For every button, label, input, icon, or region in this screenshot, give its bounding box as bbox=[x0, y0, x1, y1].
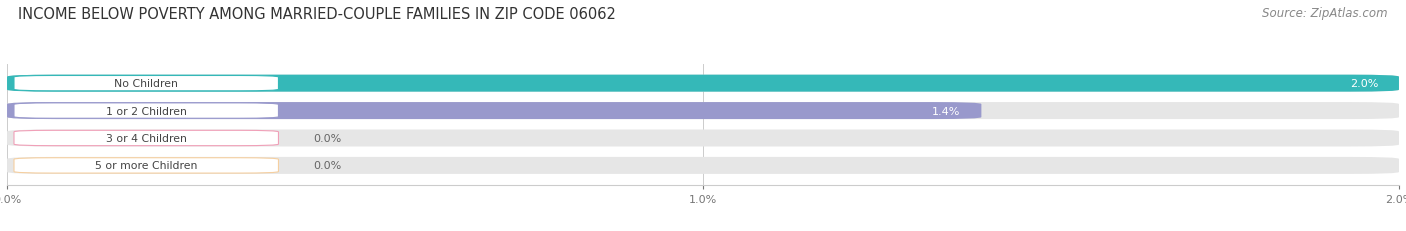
Text: 0.0%: 0.0% bbox=[314, 134, 342, 143]
Text: 3 or 4 Children: 3 or 4 Children bbox=[105, 134, 187, 143]
FancyBboxPatch shape bbox=[14, 103, 278, 119]
Text: 5 or more Children: 5 or more Children bbox=[96, 161, 197, 171]
Text: 0.0%: 0.0% bbox=[314, 161, 342, 171]
Text: 1.4%: 1.4% bbox=[932, 106, 960, 116]
FancyBboxPatch shape bbox=[14, 131, 278, 146]
FancyBboxPatch shape bbox=[7, 130, 1399, 147]
FancyBboxPatch shape bbox=[7, 75, 1399, 92]
FancyBboxPatch shape bbox=[7, 75, 1399, 92]
Text: 1 or 2 Children: 1 or 2 Children bbox=[105, 106, 187, 116]
Text: 2.0%: 2.0% bbox=[1350, 79, 1378, 89]
FancyBboxPatch shape bbox=[14, 76, 278, 91]
FancyBboxPatch shape bbox=[14, 158, 278, 173]
FancyBboxPatch shape bbox=[7, 157, 1399, 174]
Text: No Children: No Children bbox=[114, 79, 179, 89]
Text: INCOME BELOW POVERTY AMONG MARRIED-COUPLE FAMILIES IN ZIP CODE 06062: INCOME BELOW POVERTY AMONG MARRIED-COUPL… bbox=[18, 7, 616, 22]
Text: Source: ZipAtlas.com: Source: ZipAtlas.com bbox=[1263, 7, 1388, 20]
FancyBboxPatch shape bbox=[7, 103, 1399, 120]
FancyBboxPatch shape bbox=[7, 103, 981, 120]
